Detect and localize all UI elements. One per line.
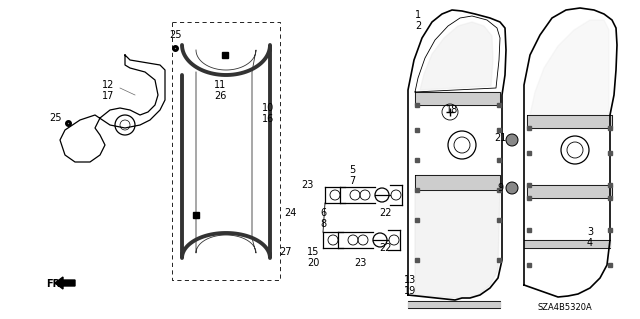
Polygon shape: [527, 115, 612, 128]
FancyArrow shape: [55, 277, 75, 289]
Text: 3: 3: [587, 227, 593, 237]
Text: 16: 16: [262, 114, 274, 124]
Text: 4: 4: [587, 238, 593, 248]
Text: 13: 13: [404, 275, 416, 285]
Text: 15: 15: [307, 247, 319, 257]
Text: 19: 19: [404, 286, 416, 296]
Text: 9: 9: [497, 183, 503, 193]
Text: 18: 18: [446, 105, 458, 115]
Text: 25: 25: [49, 113, 61, 123]
Text: SZA4B5320A: SZA4B5320A: [538, 303, 593, 313]
Text: 1: 1: [415, 10, 421, 20]
Text: 22: 22: [379, 243, 391, 253]
Text: 23: 23: [301, 180, 313, 190]
Text: 8: 8: [320, 219, 326, 229]
Polygon shape: [408, 301, 500, 308]
Polygon shape: [524, 240, 610, 248]
Polygon shape: [415, 92, 500, 105]
Text: 27: 27: [279, 247, 291, 257]
Polygon shape: [530, 20, 609, 115]
Text: 6: 6: [320, 208, 326, 218]
Text: 7: 7: [349, 176, 355, 186]
Text: FR.: FR.: [46, 279, 64, 289]
Text: 20: 20: [307, 258, 319, 268]
Text: 2: 2: [415, 21, 421, 31]
Text: 24: 24: [284, 208, 296, 218]
Text: 25: 25: [169, 30, 181, 40]
Text: 5: 5: [349, 165, 355, 175]
Circle shape: [506, 134, 518, 146]
Text: 22: 22: [379, 208, 391, 218]
Polygon shape: [420, 22, 493, 90]
Text: 11: 11: [214, 80, 226, 90]
Text: 12: 12: [102, 80, 114, 90]
Polygon shape: [415, 190, 500, 298]
Text: 26: 26: [214, 91, 226, 101]
Text: 10: 10: [262, 103, 274, 113]
Text: 21: 21: [494, 133, 506, 143]
Polygon shape: [527, 185, 612, 198]
Polygon shape: [415, 175, 500, 190]
Circle shape: [506, 182, 518, 194]
Text: 23: 23: [354, 258, 366, 268]
Text: 17: 17: [102, 91, 114, 101]
